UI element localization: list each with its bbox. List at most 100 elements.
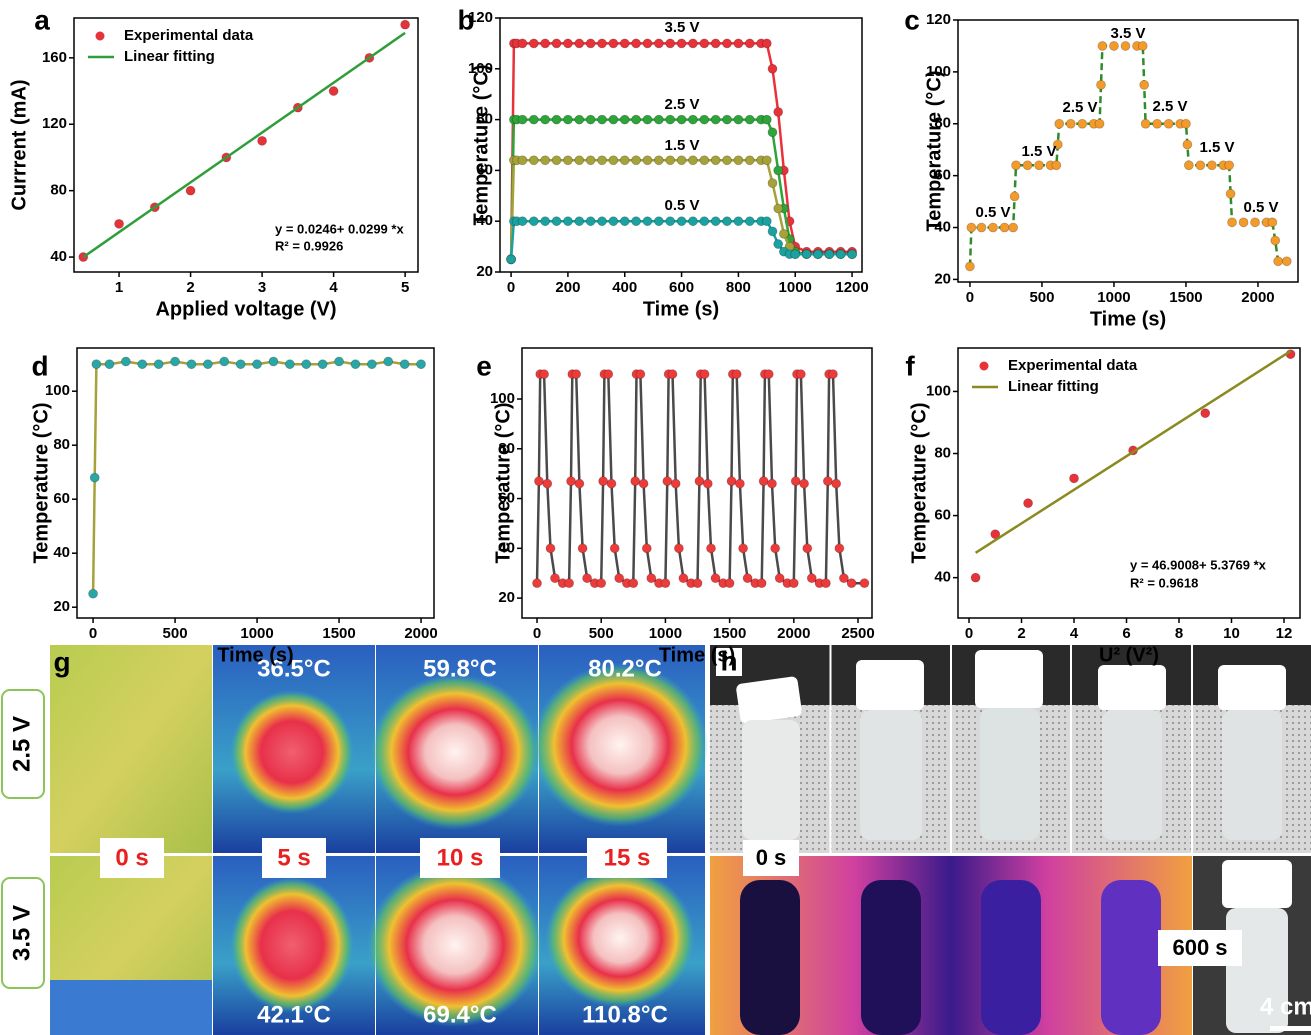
x-tick-label: 500 [1029, 289, 1054, 306]
y-tick-label: 80 [934, 115, 951, 132]
data-point [528, 38, 539, 49]
data-point [653, 155, 664, 166]
hot-spot [545, 868, 695, 1008]
x-tick-label: 600 [669, 279, 694, 296]
data-point [1052, 139, 1063, 150]
data-point [699, 114, 710, 125]
annotation: 0.5 V [1243, 199, 1278, 216]
data-point [767, 478, 777, 489]
data-point [642, 114, 653, 125]
data-point [831, 478, 842, 489]
legend-marker [95, 31, 105, 41]
y-tick-label: 20 [498, 589, 515, 606]
data-point [846, 578, 857, 589]
data-point [630, 476, 641, 487]
y-tick-label: 40 [498, 539, 515, 556]
data-point [517, 38, 528, 49]
data-point [170, 356, 180, 367]
y-tick-label: 40 [934, 218, 951, 235]
data-point [788, 578, 799, 589]
data-point [822, 476, 833, 487]
data-point [608, 38, 619, 49]
data-point [660, 578, 671, 589]
data-line [974, 350, 1292, 554]
data-point [642, 216, 653, 227]
x-axis-title: Time (s) [1090, 308, 1166, 330]
annotation: 3.5 V [664, 19, 699, 36]
data-point [550, 573, 560, 584]
data-point [603, 369, 614, 380]
x-tick-label: 4 [1070, 625, 1079, 642]
data-point [399, 359, 410, 370]
panel-label: f [905, 350, 915, 381]
data-point [334, 356, 344, 367]
y-tick-label: 120 [926, 11, 951, 28]
scale-label: 4 cm [1260, 993, 1311, 1020]
hot-spot [230, 877, 354, 1013]
y-tick-label: 40 [50, 248, 67, 265]
data-point [551, 38, 562, 49]
data-point [744, 38, 755, 49]
x-tick-label: 800 [726, 279, 751, 296]
annotation: y = 46.9008+ 5.3769 *x [1130, 557, 1267, 572]
data-point [790, 249, 801, 260]
data-point [1109, 41, 1119, 51]
data-point [1267, 217, 1278, 228]
data-point [676, 216, 687, 227]
data-point [767, 127, 778, 138]
data-point [1034, 160, 1044, 171]
data-point [551, 114, 562, 125]
data-point [551, 155, 562, 166]
y-axis-title: Temperature (°C) [492, 403, 514, 564]
y-tick-label: 20 [476, 263, 493, 280]
data-point [1206, 160, 1217, 171]
data-point [566, 476, 576, 487]
data-point [540, 38, 551, 49]
vial-ir [981, 880, 1041, 1035]
data-point [1054, 118, 1065, 129]
y-axis-title: Temperature (°C) [30, 403, 52, 564]
data-point [744, 155, 755, 166]
x-tick-label: 500 [163, 625, 188, 642]
data-point [692, 578, 703, 589]
data-point [761, 38, 772, 49]
data-point [202, 359, 213, 370]
x-axis-title: Time (s) [643, 298, 719, 320]
data-point [761, 114, 772, 125]
x-axis-title: Time (s) [217, 644, 293, 666]
data-point [699, 369, 710, 380]
data-point [999, 222, 1010, 233]
x-tick-label: 1500 [713, 625, 746, 642]
data-point [551, 216, 562, 227]
x-tick-label: 2500 [841, 625, 874, 642]
data-point [366, 359, 377, 370]
data-point [722, 216, 732, 227]
data-point [563, 216, 573, 227]
data-point [1224, 160, 1235, 171]
data-point [726, 476, 737, 487]
hot-spot [532, 663, 708, 827]
data-point [699, 38, 710, 49]
x-tick-label: 0 [966, 289, 974, 306]
y-axis-title: Currrent (mA) [8, 79, 30, 210]
data-point [400, 19, 411, 30]
data-point [1163, 118, 1174, 129]
legend-label: Experimental data [1008, 357, 1138, 374]
data-point [350, 359, 361, 370]
data-point [577, 543, 588, 554]
data-point [688, 216, 698, 227]
data-point [153, 359, 164, 370]
annotation: 0.5 V [975, 204, 1010, 221]
data-point [88, 588, 98, 599]
data-point [1069, 473, 1079, 484]
time-label: 5 s [277, 844, 310, 871]
data-point [702, 478, 713, 489]
annotation: 1.5 V [1021, 143, 1056, 160]
data-point [676, 114, 687, 125]
data-point [598, 476, 609, 487]
time-label: 15 s [604, 844, 651, 871]
x-tick-label: 1000 [649, 625, 682, 642]
data-point [710, 38, 721, 49]
data-point [773, 165, 784, 176]
data-point [824, 249, 835, 260]
